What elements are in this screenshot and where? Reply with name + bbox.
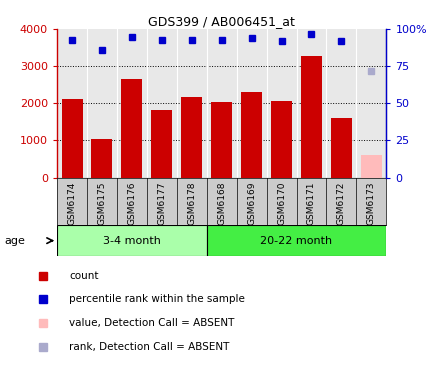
Bar bbox=[91, 139, 112, 178]
Bar bbox=[151, 110, 172, 178]
Bar bbox=[271, 101, 291, 178]
Text: GSM6172: GSM6172 bbox=[336, 181, 345, 225]
Text: GSM6178: GSM6178 bbox=[187, 181, 196, 225]
Text: age: age bbox=[4, 236, 25, 246]
Bar bbox=[57, 225, 206, 256]
Bar bbox=[240, 92, 261, 178]
Text: value, Detection Call = ABSENT: value, Detection Call = ABSENT bbox=[69, 318, 234, 328]
Bar bbox=[300, 56, 321, 178]
Text: GSM6177: GSM6177 bbox=[157, 181, 166, 225]
Text: GSM6168: GSM6168 bbox=[217, 181, 226, 225]
Text: GSM6176: GSM6176 bbox=[127, 181, 136, 225]
Bar bbox=[330, 118, 351, 178]
Bar bbox=[206, 225, 385, 256]
Text: GSM6174: GSM6174 bbox=[67, 181, 76, 225]
Text: 20-22 month: 20-22 month bbox=[260, 236, 332, 246]
Bar bbox=[61, 98, 82, 178]
Bar bbox=[181, 97, 202, 178]
Text: percentile rank within the sample: percentile rank within the sample bbox=[69, 294, 244, 305]
Title: GDS399 / AB006451_at: GDS399 / AB006451_at bbox=[148, 15, 294, 28]
Text: count: count bbox=[69, 271, 98, 281]
Text: GSM6169: GSM6169 bbox=[247, 181, 255, 225]
Text: rank, Detection Call = ABSENT: rank, Detection Call = ABSENT bbox=[69, 341, 229, 351]
Text: GSM6175: GSM6175 bbox=[97, 181, 106, 225]
Bar bbox=[211, 101, 232, 178]
Text: GSM6171: GSM6171 bbox=[306, 181, 315, 225]
Text: 3-4 month: 3-4 month bbox=[103, 236, 160, 246]
Bar bbox=[360, 154, 381, 178]
Bar bbox=[121, 79, 142, 178]
Text: GSM6173: GSM6173 bbox=[366, 181, 375, 225]
Text: GSM6170: GSM6170 bbox=[276, 181, 286, 225]
